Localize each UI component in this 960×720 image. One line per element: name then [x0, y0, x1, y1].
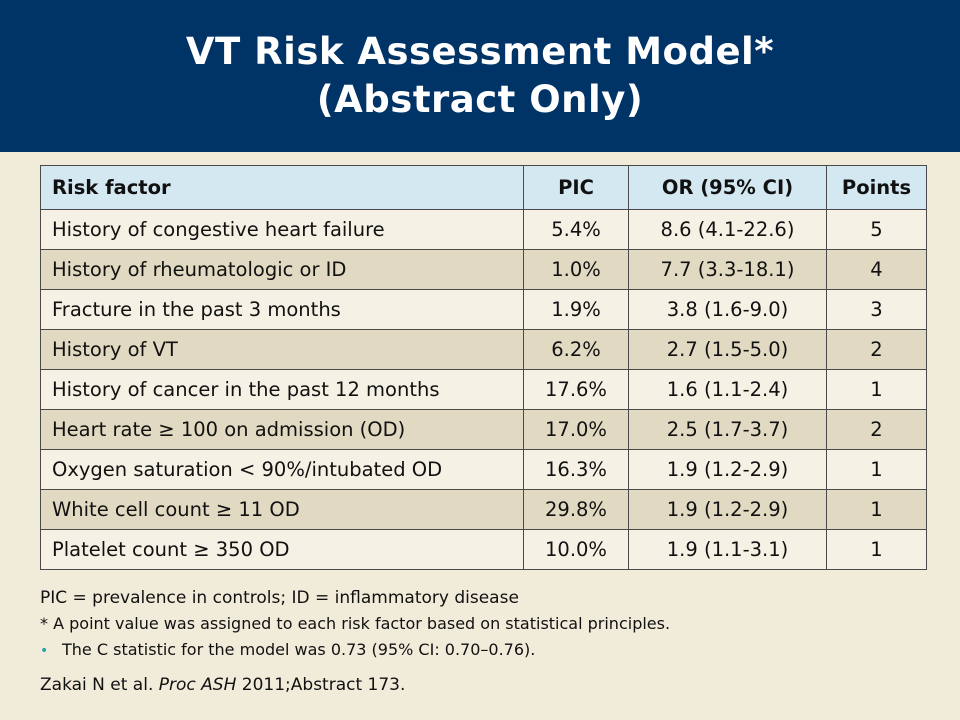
cell-pic: 17.0% — [523, 409, 629, 450]
table-row: Fracture in the past 3 months 1.9% 3.8 (… — [40, 289, 927, 330]
cell-or-ci: 3.8 (1.6-9.0) — [628, 289, 827, 330]
cell-points: 4 — [826, 249, 927, 290]
header-points: Points — [826, 165, 927, 210]
asterisk-footnote: * A point value was assigned to each ris… — [40, 614, 671, 633]
cell-pic: 10.0% — [523, 529, 629, 570]
cell-points: 1 — [826, 489, 927, 530]
slide-title-line-2: (Abstract Only) — [316, 78, 644, 121]
cell-risk-factor: Heart rate ≥ 100 on admission (OD) — [40, 409, 524, 450]
table-row: History of congestive heart failure 5.4%… — [40, 209, 927, 250]
cell-risk-factor: History of rheumatologic or ID — [40, 249, 524, 290]
cell-or-ci: 2.7 (1.5-5.0) — [628, 329, 827, 370]
cell-risk-factor: Platelet count ≥ 350 OD — [40, 529, 524, 570]
header-pic: PIC — [523, 165, 629, 210]
cell-or-ci: 1.9 (1.2-2.9) — [628, 489, 827, 530]
cell-pic: 16.3% — [523, 449, 629, 490]
table-row: Oxygen saturation < 90%/intubated OD 16.… — [40, 449, 927, 490]
table-row: History of cancer in the past 12 months … — [40, 369, 927, 410]
slide-title-line-1: VT Risk Assessment Model* — [185, 30, 775, 73]
title-banner: VT Risk Assessment Model* (Abstract Only… — [0, 0, 960, 152]
cell-or-ci: 7.7 (3.3-18.1) — [628, 249, 827, 290]
bullet-icon: • — [40, 643, 49, 659]
header-risk-factor: Risk factor — [40, 165, 524, 210]
header-or-ci: OR (95% CI) — [628, 165, 827, 210]
bullet-note: • The C statistic for the model was 0.73 … — [40, 637, 670, 664]
cell-points: 1 — [826, 369, 927, 410]
cell-pic: 29.8% — [523, 489, 629, 530]
table-header-row: Risk factor PIC OR (95% CI) Points — [40, 165, 927, 210]
abbreviations-note: PIC = prevalence in controls; ID = infla… — [40, 588, 519, 608]
cell-or-ci: 2.5 (1.7-3.7) — [628, 409, 827, 450]
cell-risk-factor: History of VT — [40, 329, 524, 370]
table-row: History of rheumatologic or ID 1.0% 7.7 … — [40, 249, 927, 290]
table-row: Platelet count ≥ 350 OD 10.0% 1.9 (1.1-3… — [40, 529, 927, 570]
table-row: History of VT 6.2% 2.7 (1.5-5.0) 2 — [40, 329, 927, 370]
cell-or-ci: 1.9 (1.2-2.9) — [628, 449, 827, 490]
cell-pic: 1.0% — [523, 249, 629, 290]
cell-or-ci: 8.6 (4.1-22.6) — [628, 209, 827, 250]
citation-rest: 2011;Abstract 173. — [236, 675, 406, 695]
cell-points: 1 — [826, 449, 927, 490]
cell-or-ci: 1.9 (1.1-3.1) — [628, 529, 827, 570]
table-row: Heart rate ≥ 100 on admission (OD) 17.0%… — [40, 409, 927, 450]
c-statistic-text: The C statistic for the model was 0.73 (… — [62, 640, 536, 659]
cell-risk-factor: White cell count ≥ 11 OD — [40, 489, 524, 530]
cell-pic: 1.9% — [523, 289, 629, 330]
cell-points: 3 — [826, 289, 927, 330]
cell-risk-factor: History of cancer in the past 12 months — [40, 369, 524, 410]
cell-pic: 6.2% — [523, 329, 629, 370]
cell-pic: 17.6% — [523, 369, 629, 410]
table-row: White cell count ≥ 11 OD 29.8% 1.9 (1.2-… — [40, 489, 927, 530]
cell-risk-factor: Fracture in the past 3 months — [40, 289, 524, 330]
citation: Zakai N et al. Proc ASH 2011;Abstract 17… — [40, 672, 670, 698]
cell-points: 5 — [826, 209, 927, 250]
citation-journal: Proc ASH — [158, 675, 237, 695]
cell-risk-factor: History of congestive heart failure — [40, 209, 524, 250]
cell-or-ci: 1.6 (1.1-2.4) — [628, 369, 827, 410]
cell-pic: 5.4% — [523, 209, 629, 250]
cell-points: 2 — [826, 409, 927, 450]
citation-authors: Zakai N et al. — [40, 675, 159, 695]
footnotes: PIC = prevalence in controls; ID = infla… — [40, 585, 670, 698]
risk-factor-table: Risk factor PIC OR (95% CI) Points Histo… — [40, 165, 927, 570]
cell-points: 1 — [826, 529, 927, 570]
cell-points: 2 — [826, 329, 927, 370]
cell-risk-factor: Oxygen saturation < 90%/intubated OD — [40, 449, 524, 490]
